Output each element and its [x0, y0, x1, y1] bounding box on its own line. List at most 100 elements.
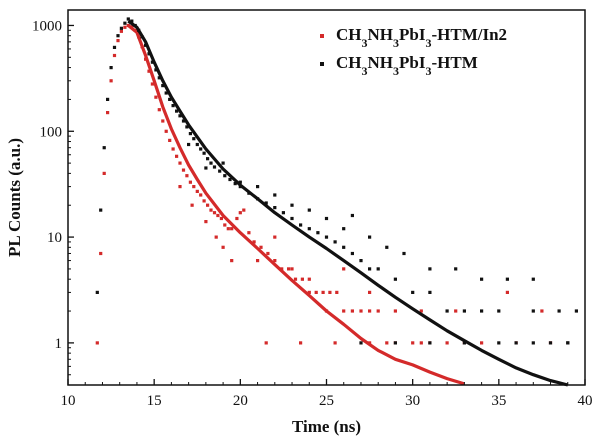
fit-curve [127, 24, 465, 386]
data-point [123, 25, 127, 29]
x-tick-label: 40 [578, 393, 593, 409]
data-point [116, 39, 120, 43]
data-point [419, 309, 423, 313]
data-point [106, 111, 110, 115]
data-point [221, 245, 225, 249]
data-point [574, 309, 578, 313]
y-tick-label: 100 [40, 124, 63, 140]
y-tick-label: 10 [47, 230, 62, 246]
data-point [228, 177, 232, 182]
data-point [218, 169, 222, 173]
data-point [126, 23, 130, 28]
data-point [168, 138, 172, 142]
data-point [247, 231, 251, 235]
data-point [230, 259, 234, 263]
y-axis-title: PL Counts (a.u.) [5, 138, 24, 257]
data-point [557, 309, 561, 313]
data-point [368, 290, 372, 294]
x-tick-label: 25 [319, 393, 334, 409]
data-point [480, 277, 484, 281]
data-point [299, 341, 303, 345]
data-point [178, 114, 182, 118]
data-point [462, 309, 466, 313]
x-tick-label: 15 [147, 393, 162, 409]
data-point [540, 309, 544, 313]
data-point [226, 227, 230, 231]
x-tick-label: 35 [491, 393, 506, 409]
data-point [204, 166, 208, 170]
data-point [171, 147, 175, 151]
data-point [273, 193, 277, 197]
data-point [233, 182, 237, 186]
data-point [109, 79, 113, 83]
data-point [273, 259, 277, 263]
data-point [368, 267, 372, 271]
data-point [385, 245, 389, 249]
data-point [102, 146, 106, 150]
data-point [119, 26, 123, 30]
data-point [157, 76, 161, 80]
data-point [359, 309, 363, 313]
x-tick-label: 20 [233, 393, 248, 409]
data-point [419, 341, 423, 345]
data-point [273, 206, 277, 210]
data-point [150, 60, 154, 64]
data-point [402, 251, 406, 256]
data-point [480, 341, 484, 345]
data-point [206, 157, 210, 161]
data-point [175, 109, 179, 113]
x-axis-title: Time (ns) [292, 417, 361, 436]
data-point [178, 161, 182, 165]
data-point [428, 267, 432, 271]
data-point [368, 235, 372, 239]
data-point [393, 309, 397, 313]
data-point [264, 341, 268, 345]
data-point [531, 341, 535, 345]
data-point [333, 240, 337, 244]
legend-marker [320, 62, 324, 66]
data-point [178, 185, 182, 189]
legend-marker [320, 34, 324, 38]
data-point [497, 341, 501, 345]
data-point [281, 211, 285, 215]
data-point [252, 240, 256, 244]
data-point [188, 132, 192, 136]
data-point [531, 309, 535, 313]
data-point [497, 309, 501, 313]
data-point [428, 341, 432, 345]
data-point [99, 208, 103, 212]
data-point [95, 290, 99, 294]
data-point [154, 95, 158, 99]
data-point [214, 235, 218, 239]
data-point [350, 309, 354, 313]
data-point [314, 290, 318, 294]
series-1 [95, 23, 553, 386]
plot-frame [67, 9, 586, 386]
data-point [566, 341, 570, 345]
data-point [428, 290, 432, 294]
data-point [264, 201, 268, 205]
y-tick-label: 1 [55, 336, 63, 352]
data-point [505, 290, 509, 294]
data-point [119, 29, 123, 33]
data-point [99, 251, 103, 256]
data-point [242, 208, 246, 212]
data-point [195, 189, 199, 193]
data-point [324, 216, 329, 221]
data-point [300, 277, 304, 281]
data-point [376, 309, 380, 313]
data-point [342, 309, 346, 313]
legend-label: CH3NH3PbI3-HTM [336, 53, 478, 78]
data-point [219, 216, 223, 221]
data-point [168, 97, 172, 101]
data-point [359, 259, 363, 263]
data-point [150, 82, 154, 86]
data-point [154, 68, 158, 72]
x-tick-label: 10 [61, 393, 76, 409]
data-point [462, 341, 466, 345]
data-point [212, 211, 217, 215]
data-point [290, 203, 294, 207]
data-point [230, 227, 234, 231]
data-point [202, 151, 206, 155]
